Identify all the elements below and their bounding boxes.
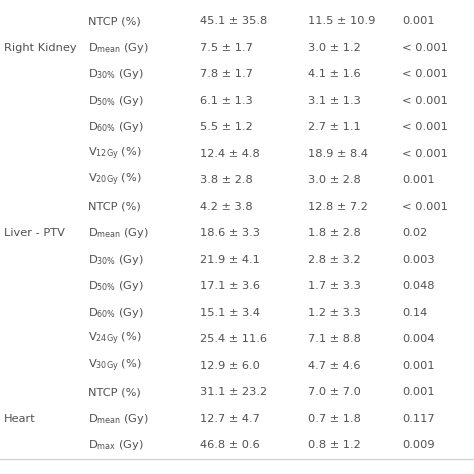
Text: 4.2 ± 3.8: 4.2 ± 3.8 <box>200 202 253 212</box>
Text: V$_{\rm 24Gy}$ (%): V$_{\rm 24Gy}$ (%) <box>88 331 142 347</box>
Text: 0.009: 0.009 <box>402 440 435 450</box>
Text: 18.6 ± 3.3: 18.6 ± 3.3 <box>200 228 260 238</box>
Text: < 0.001: < 0.001 <box>402 43 448 53</box>
Text: 11.5 ± 10.9: 11.5 ± 10.9 <box>308 16 375 26</box>
Text: 4.1 ± 1.6: 4.1 ± 1.6 <box>308 69 361 79</box>
Text: 31.1 ± 23.2: 31.1 ± 23.2 <box>200 387 267 397</box>
Text: 3.1 ± 1.3: 3.1 ± 1.3 <box>308 96 361 106</box>
Text: D$_{\rm mean}$ (Gy): D$_{\rm mean}$ (Gy) <box>88 41 149 55</box>
Text: D$_{\rm 50\%}$ (Gy): D$_{\rm 50\%}$ (Gy) <box>88 94 144 108</box>
Text: 7.1 ± 8.8: 7.1 ± 8.8 <box>308 334 361 344</box>
Text: 12.4 ± 4.8: 12.4 ± 4.8 <box>200 149 260 159</box>
Text: Heart: Heart <box>4 414 36 424</box>
Text: 5.5 ± 1.2: 5.5 ± 1.2 <box>200 122 253 132</box>
Text: 46.8 ± 0.6: 46.8 ± 0.6 <box>200 440 260 450</box>
Text: D$_{\rm 30\%}$ (Gy): D$_{\rm 30\%}$ (Gy) <box>88 253 144 267</box>
Text: D$_{\rm 30\%}$ (Gy): D$_{\rm 30\%}$ (Gy) <box>88 67 144 81</box>
Text: 0.001: 0.001 <box>402 387 435 397</box>
Text: 17.1 ± 3.6: 17.1 ± 3.6 <box>200 281 260 291</box>
Text: 18.9 ± 8.4: 18.9 ± 8.4 <box>308 149 368 159</box>
Text: 0.004: 0.004 <box>402 334 435 344</box>
Text: < 0.001: < 0.001 <box>402 149 448 159</box>
Text: 1.8 ± 2.8: 1.8 ± 2.8 <box>308 228 361 238</box>
Text: D$_{\rm 60\%}$ (Gy): D$_{\rm 60\%}$ (Gy) <box>88 120 144 134</box>
Text: NTCP (%): NTCP (%) <box>88 387 141 397</box>
Text: 0.14: 0.14 <box>402 308 427 318</box>
Text: 4.7 ± 4.6: 4.7 ± 4.6 <box>308 361 361 371</box>
Text: 15.1 ± 3.4: 15.1 ± 3.4 <box>200 308 260 318</box>
Text: 0.003: 0.003 <box>402 255 435 265</box>
Text: Right Kidney: Right Kidney <box>4 43 77 53</box>
Text: D$_{\rm 50\%}$ (Gy): D$_{\rm 50\%}$ (Gy) <box>88 279 144 293</box>
Text: 2.7 ± 1.1: 2.7 ± 1.1 <box>308 122 361 132</box>
Text: 0.048: 0.048 <box>402 281 435 291</box>
Text: D$_{\rm mean}$ (Gy): D$_{\rm mean}$ (Gy) <box>88 412 149 426</box>
Text: 3.0 ± 1.2: 3.0 ± 1.2 <box>308 43 361 53</box>
Text: < 0.001: < 0.001 <box>402 96 448 106</box>
Text: 7.8 ± 1.7: 7.8 ± 1.7 <box>200 69 253 79</box>
Text: < 0.001: < 0.001 <box>402 69 448 79</box>
Text: 12.9 ± 6.0: 12.9 ± 6.0 <box>200 361 260 371</box>
Text: 7.5 ± 1.7: 7.5 ± 1.7 <box>200 43 253 53</box>
Text: 2.8 ± 3.2: 2.8 ± 3.2 <box>308 255 361 265</box>
Text: 12.8 ± 7.2: 12.8 ± 7.2 <box>308 202 368 212</box>
Text: 25.4 ± 11.6: 25.4 ± 11.6 <box>200 334 267 344</box>
Text: V$_{\rm 30Gy}$ (%): V$_{\rm 30Gy}$ (%) <box>88 357 142 374</box>
Text: 0.117: 0.117 <box>402 414 435 424</box>
Text: V$_{\rm 20Gy}$ (%): V$_{\rm 20Gy}$ (%) <box>88 172 142 189</box>
Text: NTCP (%): NTCP (%) <box>88 16 141 26</box>
Text: 3.8 ± 2.8: 3.8 ± 2.8 <box>200 175 253 185</box>
Text: 7.0 ± 7.0: 7.0 ± 7.0 <box>308 387 361 397</box>
Text: D$_{\rm mean}$ (Gy): D$_{\rm mean}$ (Gy) <box>88 226 149 240</box>
Text: 0.7 ± 1.8: 0.7 ± 1.8 <box>308 414 361 424</box>
Text: 21.9 ± 4.1: 21.9 ± 4.1 <box>200 255 260 265</box>
Text: 0.001: 0.001 <box>402 175 435 185</box>
Text: 0.001: 0.001 <box>402 16 435 26</box>
Text: V$_{\rm 12Gy}$ (%): V$_{\rm 12Gy}$ (%) <box>88 146 142 162</box>
Text: 12.7 ± 4.7: 12.7 ± 4.7 <box>200 414 260 424</box>
Text: 1.2 ± 3.3: 1.2 ± 3.3 <box>308 308 361 318</box>
Text: 1.7 ± 3.3: 1.7 ± 3.3 <box>308 281 361 291</box>
Text: D$_{\rm max}$ (Gy): D$_{\rm max}$ (Gy) <box>88 438 144 452</box>
Text: < 0.001: < 0.001 <box>402 202 448 212</box>
Text: 6.1 ± 1.3: 6.1 ± 1.3 <box>200 96 253 106</box>
Text: 3.0 ± 2.8: 3.0 ± 2.8 <box>308 175 361 185</box>
Text: Liver - PTV: Liver - PTV <box>4 228 65 238</box>
Text: NTCP (%): NTCP (%) <box>88 202 141 212</box>
Text: 0.8 ± 1.2: 0.8 ± 1.2 <box>308 440 361 450</box>
Text: < 0.001: < 0.001 <box>402 122 448 132</box>
Text: D$_{\rm 60\%}$ (Gy): D$_{\rm 60\%}$ (Gy) <box>88 306 144 320</box>
Text: 0.02: 0.02 <box>402 228 427 238</box>
Text: 0.001: 0.001 <box>402 361 435 371</box>
Text: 45.1 ± 35.8: 45.1 ± 35.8 <box>200 16 267 26</box>
